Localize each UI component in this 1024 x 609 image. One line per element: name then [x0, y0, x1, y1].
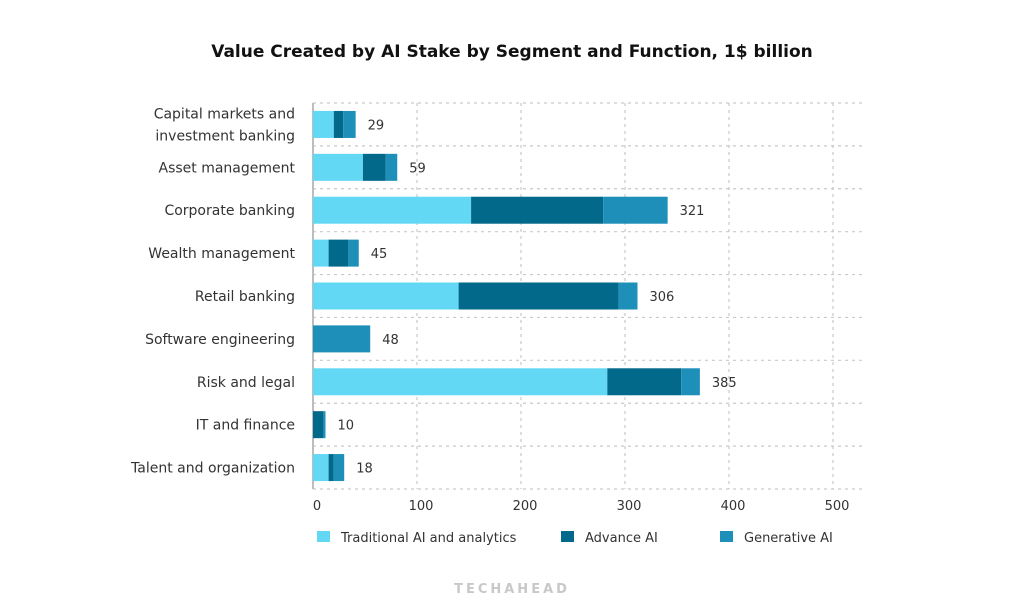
total-label: 385 — [712, 376, 737, 391]
chart-title: Value Created by AI Stake by Segment and… — [211, 42, 813, 62]
bar-segment — [313, 454, 329, 482]
category-label: Software engineering — [145, 332, 295, 348]
total-label: 45 — [371, 247, 388, 262]
category-label: Asset management — [159, 160, 296, 176]
bar-segment — [313, 110, 334, 138]
legend-label: Traditional AI and analytics — [340, 531, 517, 546]
bar-segment — [313, 282, 459, 310]
bar-segment — [471, 196, 604, 224]
category-label: Capital markets and investment banking — [154, 106, 295, 144]
legend-swatch — [317, 531, 330, 542]
bar-segment — [328, 239, 349, 267]
x-tick-label: 0 — [313, 499, 321, 514]
legend-swatch — [561, 531, 574, 542]
x-tick-label: 200 — [513, 499, 538, 514]
bar-segment — [313, 153, 363, 181]
bar-segment — [343, 110, 356, 138]
labels: 0 100 200 300 400 500 Capital markets and inves… — [130, 106, 849, 514]
total-label: 29 — [368, 118, 385, 133]
bar-segment — [313, 411, 324, 439]
category-label: Wealth management — [148, 246, 295, 262]
category-label: Retail banking — [195, 289, 295, 305]
bar-segment — [333, 454, 345, 482]
legend: Traditional AI and analytics Advance AI Ge… — [317, 531, 833, 546]
x-tick-label: 400 — [721, 499, 746, 514]
bar-segment — [618, 282, 638, 310]
x-tick-label: 500 — [825, 499, 850, 514]
bar-segment — [313, 239, 329, 267]
bar-segment — [313, 196, 472, 224]
total-label: 48 — [382, 333, 399, 348]
bar-segment — [362, 153, 386, 181]
total-label: 18 — [356, 462, 373, 477]
category-label: Corporate banking — [164, 203, 295, 219]
total-label: 306 — [649, 290, 674, 305]
legend-label: Advance AI — [585, 531, 658, 546]
x-tick-label: 100 — [409, 499, 434, 514]
category-label: Talent and organization — [130, 461, 295, 477]
category-label: IT and finance — [196, 418, 295, 434]
brand-watermark: TECHAHEAD — [454, 582, 570, 597]
bar-segment — [348, 239, 359, 267]
legend-label: Generative AI — [744, 531, 833, 546]
bar-segment — [603, 196, 668, 224]
bar-segment — [313, 368, 608, 396]
bar-segment — [333, 110, 344, 138]
total-label: 59 — [409, 161, 426, 176]
x-tick-label: 300 — [617, 499, 642, 514]
bar-segment — [313, 325, 371, 353]
bar-segment — [323, 411, 326, 439]
total-label: 10 — [337, 419, 354, 434]
legend-swatch — [720, 531, 733, 542]
total-label: 321 — [680, 204, 705, 219]
bar-segment — [385, 153, 398, 181]
bar-segment — [458, 282, 619, 310]
bar-segment — [681, 368, 700, 396]
bar-segment — [607, 368, 682, 396]
bars — [313, 110, 700, 482]
bar-segment — [328, 454, 334, 482]
category-label: Risk and legal — [197, 375, 295, 391]
